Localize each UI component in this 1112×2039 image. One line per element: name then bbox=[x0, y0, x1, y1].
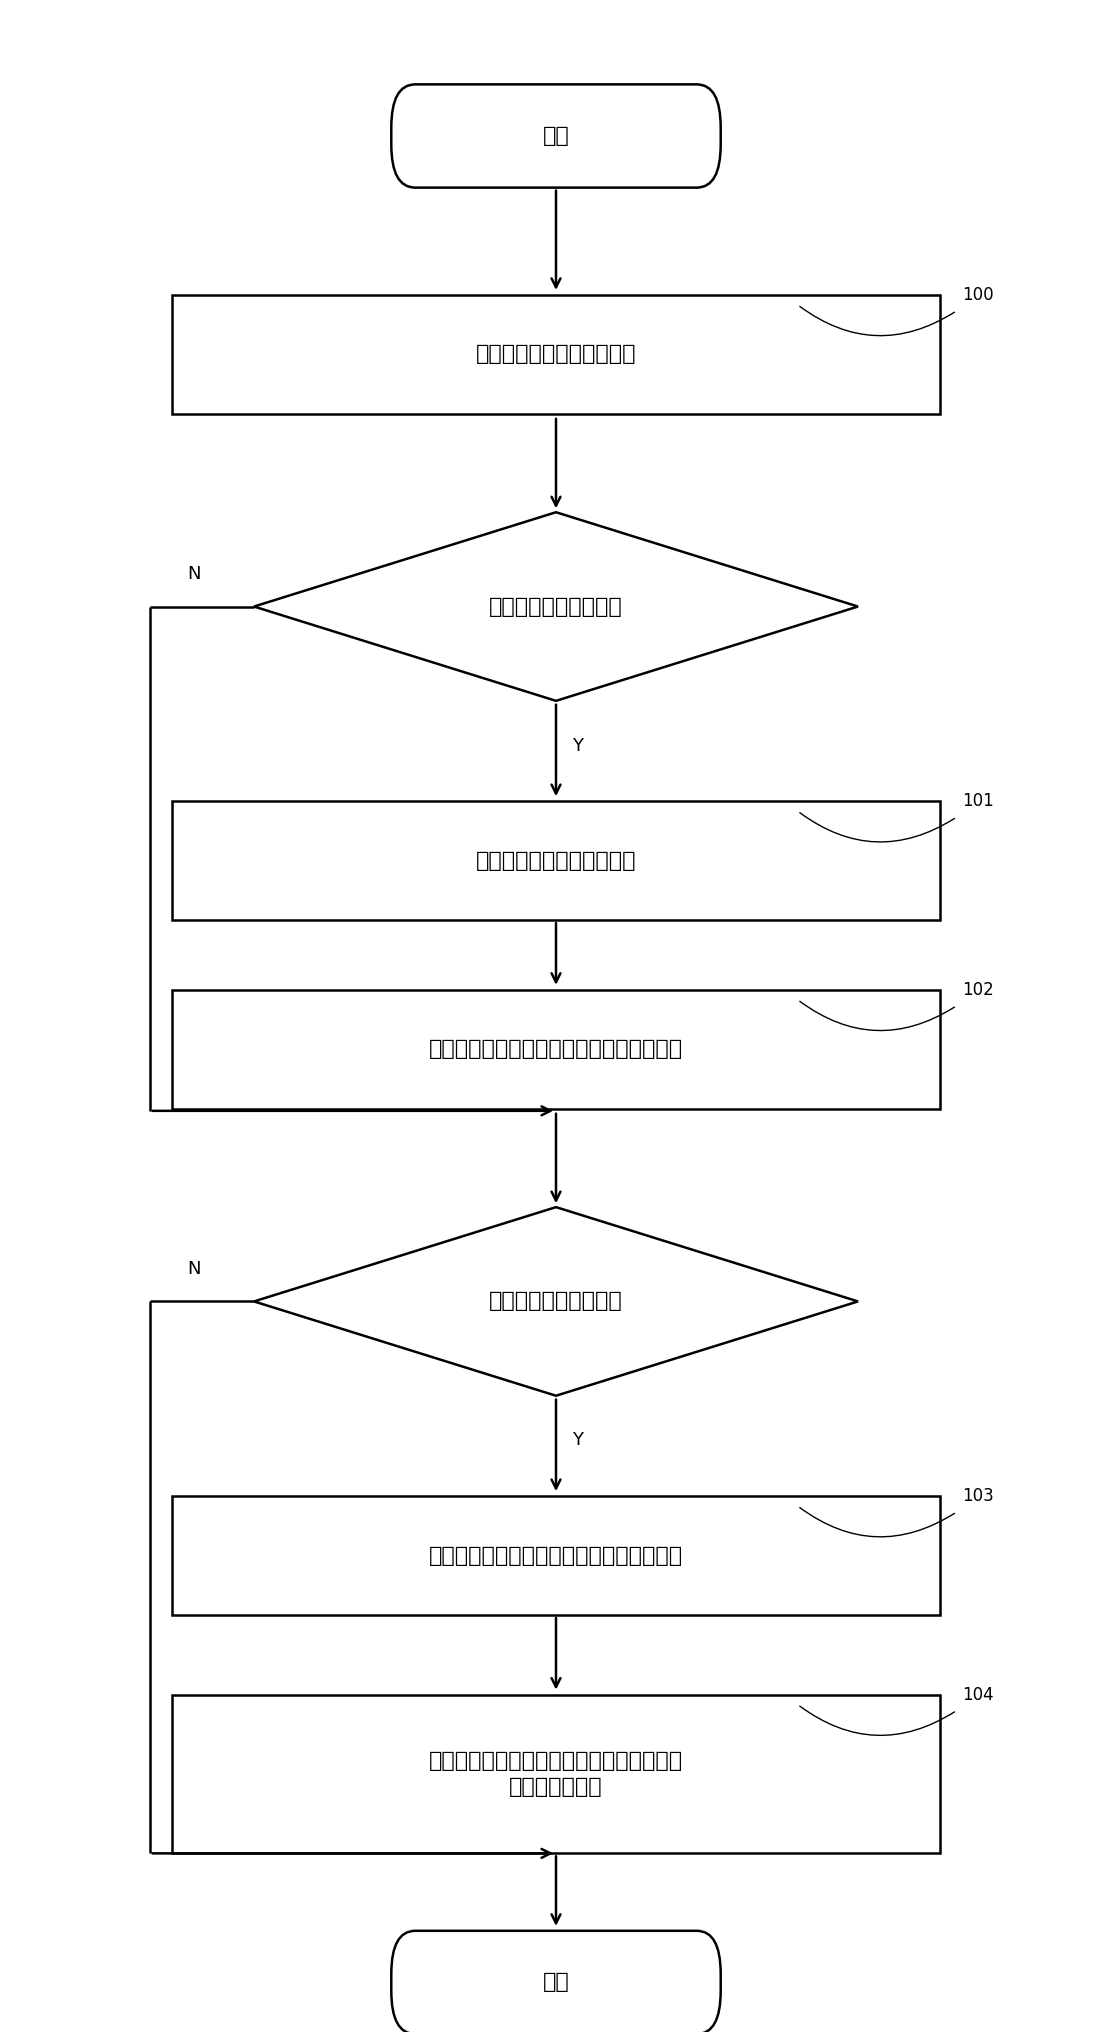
Bar bbox=[171, 989, 941, 1109]
Text: N: N bbox=[187, 1260, 200, 1278]
Text: Y: Y bbox=[573, 1431, 584, 1450]
Bar bbox=[171, 1694, 941, 1853]
Text: 101: 101 bbox=[962, 791, 994, 809]
Text: 是否需要端口映射信息: 是否需要端口映射信息 bbox=[489, 1291, 623, 1311]
Bar bbox=[171, 1497, 941, 1615]
Text: 100: 100 bbox=[962, 285, 994, 304]
Text: 104: 104 bbox=[962, 1686, 994, 1703]
Bar bbox=[171, 296, 941, 414]
Polygon shape bbox=[254, 512, 858, 701]
Text: 结束: 结束 bbox=[543, 1972, 569, 1992]
Text: 102: 102 bbox=[962, 981, 994, 999]
Text: Y: Y bbox=[573, 736, 584, 754]
Bar bbox=[171, 801, 941, 920]
Text: 制定设备配置信息生成策略: 制定设备配置信息生成策略 bbox=[476, 850, 636, 871]
Polygon shape bbox=[254, 1207, 858, 1397]
Text: 是否需要设备配置信息: 是否需要设备配置信息 bbox=[489, 597, 623, 616]
FancyBboxPatch shape bbox=[391, 84, 721, 188]
Text: 制定逻辑端口与物理端口映射信息生成策略: 制定逻辑端口与物理端口映射信息生成策略 bbox=[429, 1546, 683, 1566]
Text: 开始: 开始 bbox=[543, 126, 569, 147]
Text: 依据设备配置信息生成策略生成设备配置表: 依据设备配置信息生成策略生成设备配置表 bbox=[429, 1040, 683, 1060]
Text: 依据逻辑端口与物理端口映射信息生成策略
生成静态配置表: 依据逻辑端口与物理端口映射信息生成策略 生成静态配置表 bbox=[429, 1752, 683, 1796]
Text: 103: 103 bbox=[962, 1486, 994, 1505]
FancyBboxPatch shape bbox=[391, 1931, 721, 2035]
Text: 制定静态配置数据生成策略: 制定静态配置数据生成策略 bbox=[476, 345, 636, 365]
Text: N: N bbox=[187, 565, 200, 583]
